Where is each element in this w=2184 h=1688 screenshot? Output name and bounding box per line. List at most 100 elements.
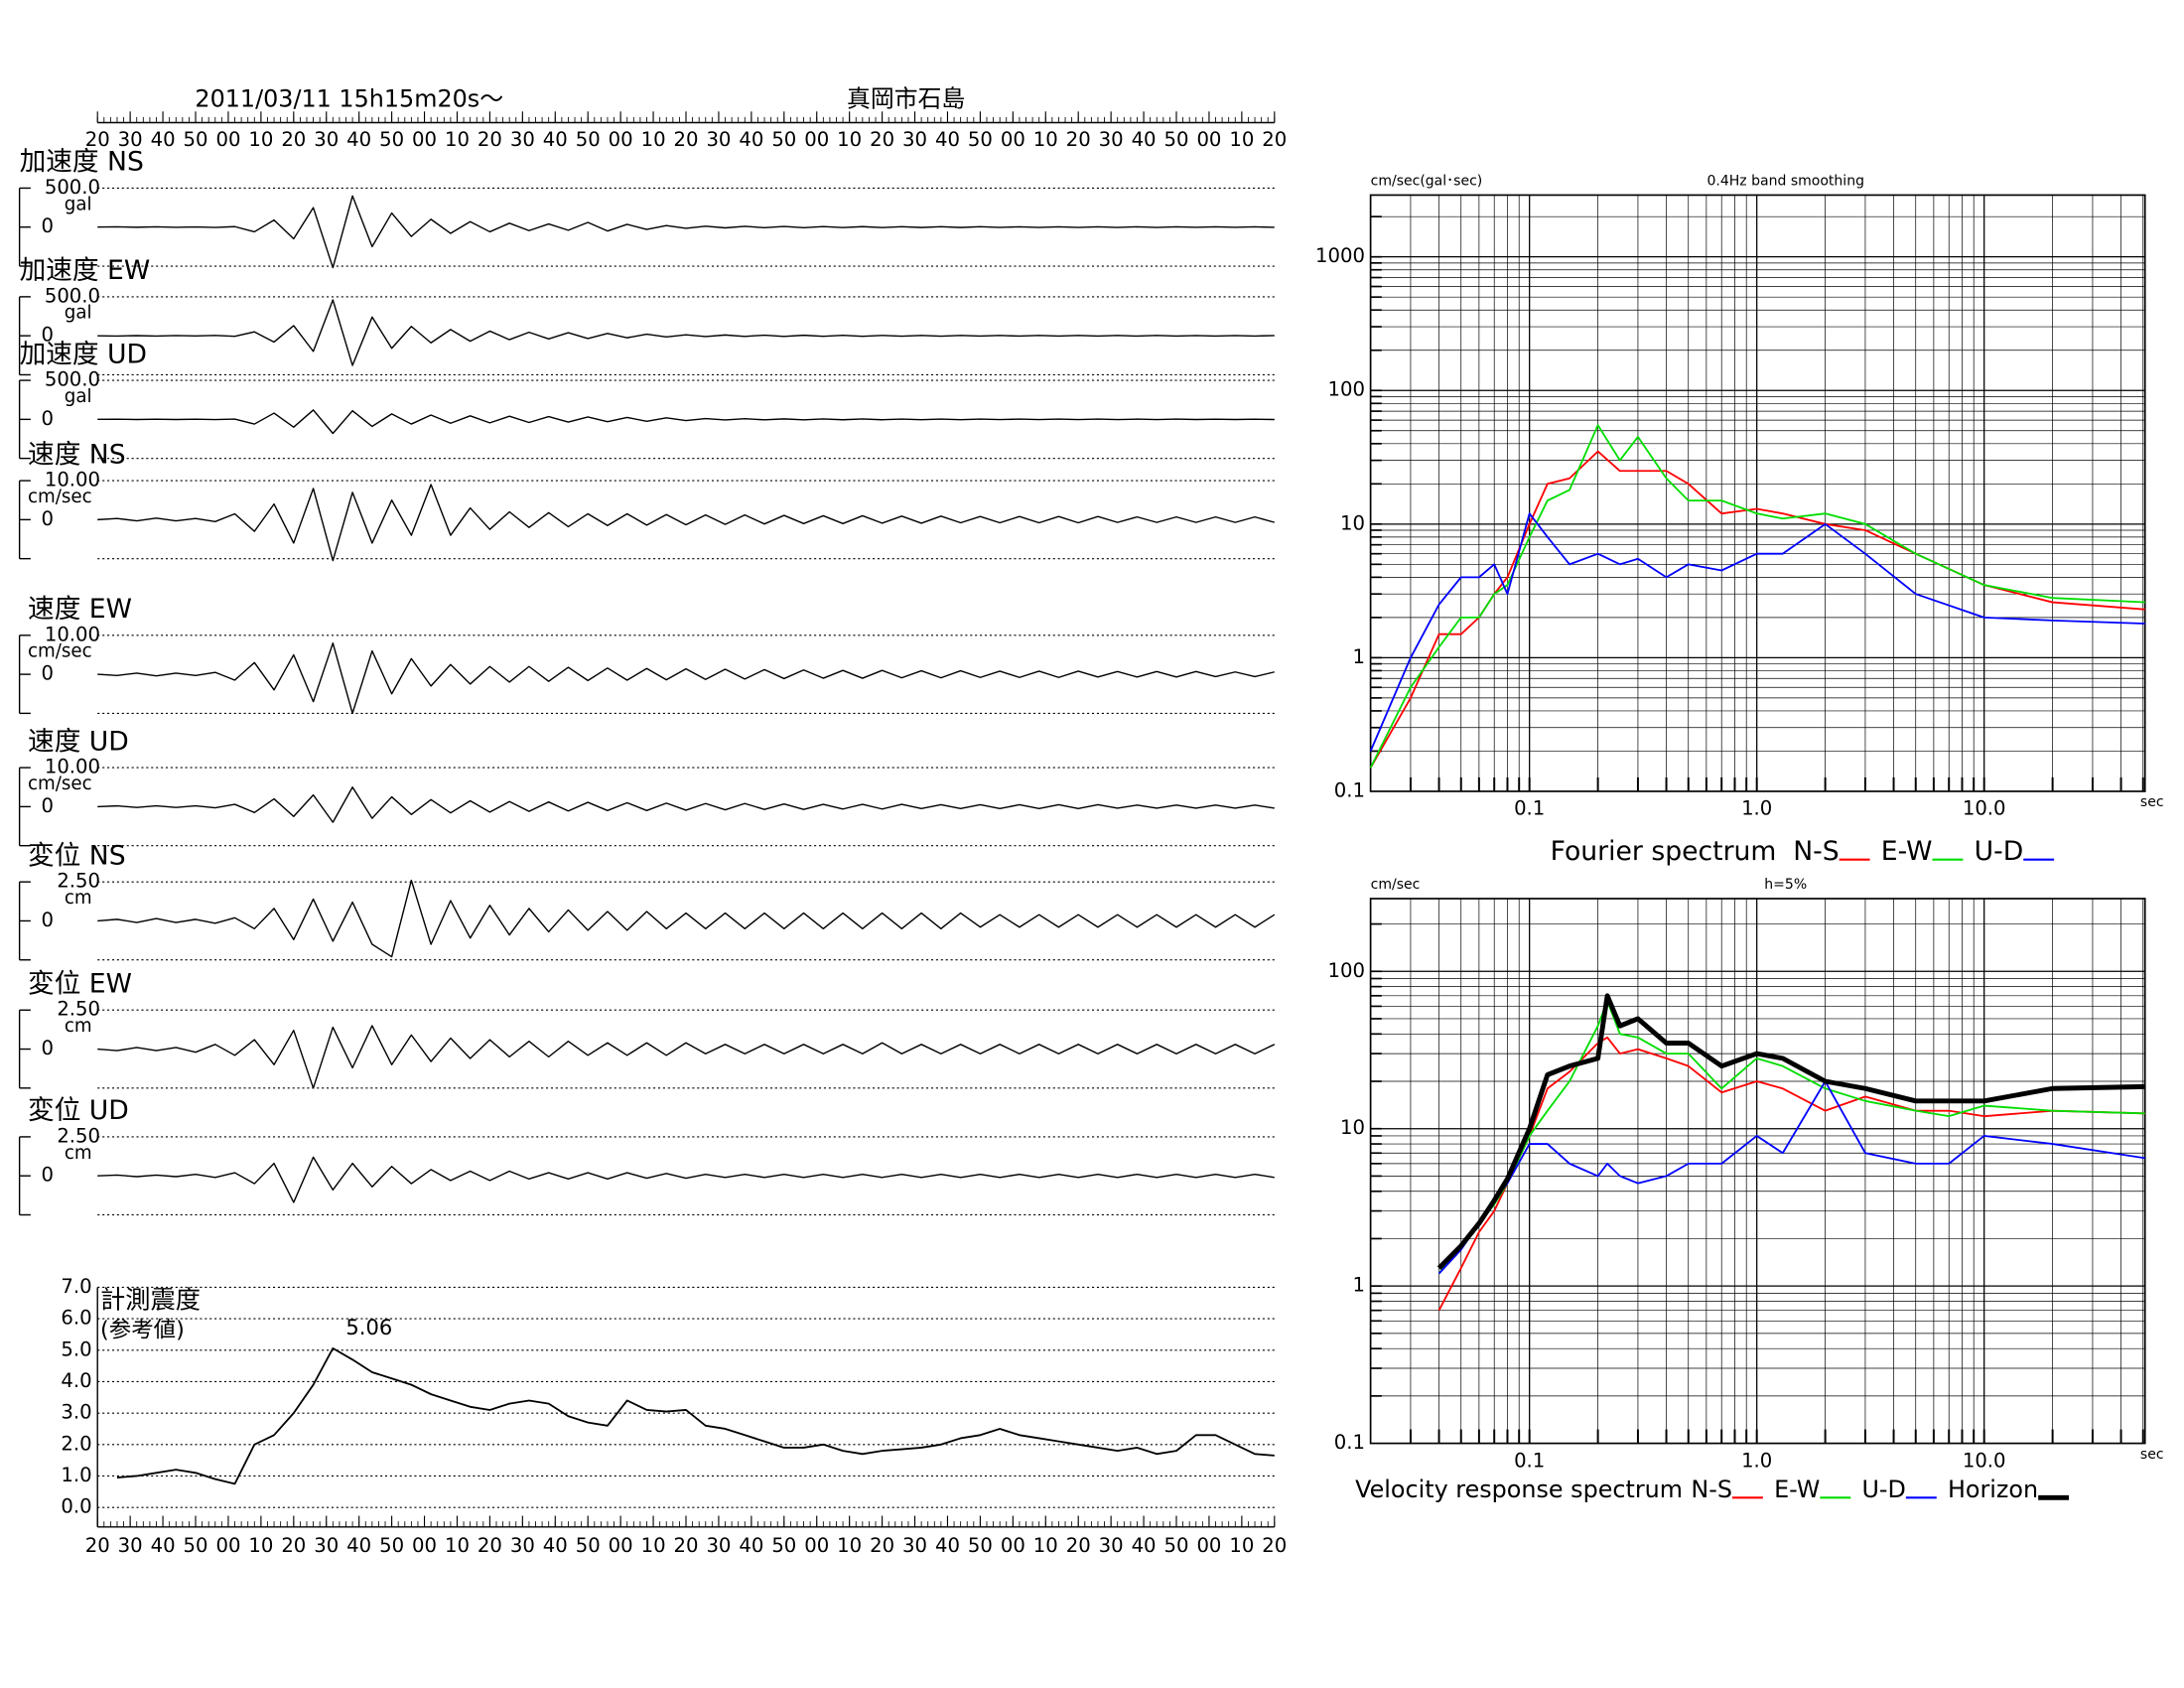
y-tick-label: 0 <box>41 909 53 931</box>
x-tick-label: 50 <box>968 128 993 151</box>
x-tick-label: 1.0 <box>1741 1449 1772 1472</box>
x-tick-label: 30 <box>1099 128 1124 151</box>
x-tick-label: 0.1 <box>1514 797 1545 820</box>
y-tick-label: 6.0 <box>61 1307 91 1330</box>
station-name: 真岡市石島 <box>847 85 965 113</box>
x-tick-label: 10.0 <box>1963 1449 2006 1472</box>
x-tick-label: 20 <box>85 1534 110 1557</box>
x-tick-label: 10 <box>248 1534 273 1557</box>
x-tick-label: 10 <box>1229 1534 1254 1557</box>
y-tick-label: 4.0 <box>61 1369 91 1392</box>
x-tick-label: 20 <box>1262 1534 1287 1557</box>
series-line <box>1369 424 2145 769</box>
x-tick-label: 50 <box>379 1534 404 1557</box>
x-tick-label: 1.0 <box>1741 797 1772 820</box>
x-tick-label: 40 <box>543 128 568 151</box>
x-tick-label: 40 <box>1132 128 1157 151</box>
x-tick-label: 20 <box>1066 128 1091 151</box>
x-tick-label: 0.1 <box>1514 1449 1545 1472</box>
record-time: 2011/03/11 15h15m20s～ <box>195 85 503 113</box>
chart-subtitle: (参考値) <box>100 1317 185 1342</box>
x-tick-label: 30 <box>902 128 927 151</box>
legend-label: E-W <box>1881 836 1933 867</box>
x-tick-label: 20 <box>85 128 110 151</box>
chart-title: 0.4Hz band smoothing <box>1706 173 1864 189</box>
x-tick-label: 10 <box>641 128 666 151</box>
legend-label: Horizon <box>1948 1476 2038 1503</box>
x-tick-label: 40 <box>543 1534 568 1557</box>
y-tick-label: 500.0 <box>45 284 100 307</box>
x-tick-label: 30 <box>510 1534 535 1557</box>
waveform <box>97 1156 1275 1203</box>
trace-label: 速度 EW <box>28 594 132 625</box>
trace-unit: cm/sec <box>28 641 92 662</box>
x-tick-label: 00 <box>412 128 437 151</box>
x-tick-label: 50 <box>184 128 208 151</box>
trace-label: 加速度 EW <box>20 255 151 286</box>
trace-label: 変位 UD <box>28 1095 129 1126</box>
x-tick-label: 30 <box>118 1534 143 1557</box>
x-tick-label: 10 <box>1229 128 1254 151</box>
x-tick-label: 50 <box>968 1534 993 1557</box>
y-tick-label: 100 <box>1328 959 1365 982</box>
x-tick-label: 20 <box>674 1534 699 1557</box>
x-tick-label: 00 <box>1196 1534 1221 1557</box>
trace-label: 加速度 NS <box>20 147 144 178</box>
legend-title: Fourier spectrum <box>1551 836 1777 867</box>
x-tick-label: 10 <box>1033 1534 1058 1557</box>
x-tick-label: 50 <box>576 1534 601 1557</box>
chart-title: h=5% <box>1764 877 1807 893</box>
x-tick-label: 10 <box>248 128 273 151</box>
x-tick-label: 40 <box>1132 1534 1157 1557</box>
y-tick-label: 1000 <box>1315 244 1365 267</box>
x-tick-label: 20 <box>281 1534 306 1557</box>
x-tick-label: 10 <box>1033 128 1058 151</box>
x-tick-label: 00 <box>215 1534 240 1557</box>
waveform <box>97 641 1275 715</box>
x-axis-label: sec <box>2140 1447 2164 1463</box>
trace-unit: cm/sec <box>28 774 92 794</box>
y-tick-label: 0 <box>41 794 53 817</box>
legend-label: U-D <box>1975 836 2024 867</box>
x-tick-label: 00 <box>804 1534 829 1557</box>
y-tick-label: 500.0 <box>45 368 100 391</box>
trace-label: 速度 NS <box>28 439 126 470</box>
y-tick-label: 0.0 <box>61 1495 91 1518</box>
waveform <box>97 299 1275 366</box>
y-tick-label: 500.0 <box>45 176 100 199</box>
x-tick-label: 10 <box>641 1534 666 1557</box>
x-tick-label: 10 <box>445 128 470 151</box>
trace-unit: cm/sec <box>28 487 92 507</box>
plot-frame <box>1369 194 2146 792</box>
x-axis-label: sec <box>2140 794 2164 810</box>
y-tick-label: 0 <box>41 407 53 430</box>
chart-title: 計測震度 <box>100 1285 201 1314</box>
x-tick-label: 20 <box>870 128 894 151</box>
y-tick-label: 2.50 <box>57 1124 100 1147</box>
waveform <box>97 1025 1276 1089</box>
x-tick-label: 40 <box>151 128 176 151</box>
y-tick-label: 0 <box>41 324 53 347</box>
x-tick-label: 20 <box>870 1534 894 1557</box>
x-tick-label: 40 <box>346 128 371 151</box>
legend-label: U-D <box>1861 1476 1905 1503</box>
x-tick-label: 20 <box>281 128 306 151</box>
waveform <box>97 786 1275 823</box>
x-tick-label: 10 <box>837 1534 862 1557</box>
x-tick-label: 20 <box>1066 1534 1091 1557</box>
x-tick-label: 40 <box>739 1534 763 1557</box>
trace-label: 変位 NS <box>28 840 126 871</box>
series-line <box>1369 450 2145 769</box>
x-tick-label: 40 <box>935 1534 960 1557</box>
y-axis-label: cm/sec(gal･sec) <box>1371 173 1483 189</box>
x-tick-label: 40 <box>346 1534 371 1557</box>
y-tick-label: 1 <box>1353 645 1366 668</box>
x-tick-label: 50 <box>576 128 601 151</box>
y-tick-label: 1.0 <box>61 1464 91 1486</box>
x-tick-label: 50 <box>184 1534 208 1557</box>
x-tick-label: 30 <box>706 128 731 151</box>
series-line <box>1436 993 2145 1270</box>
x-tick-label: 20 <box>478 1534 502 1557</box>
x-tick-label: 10 <box>445 1534 470 1557</box>
